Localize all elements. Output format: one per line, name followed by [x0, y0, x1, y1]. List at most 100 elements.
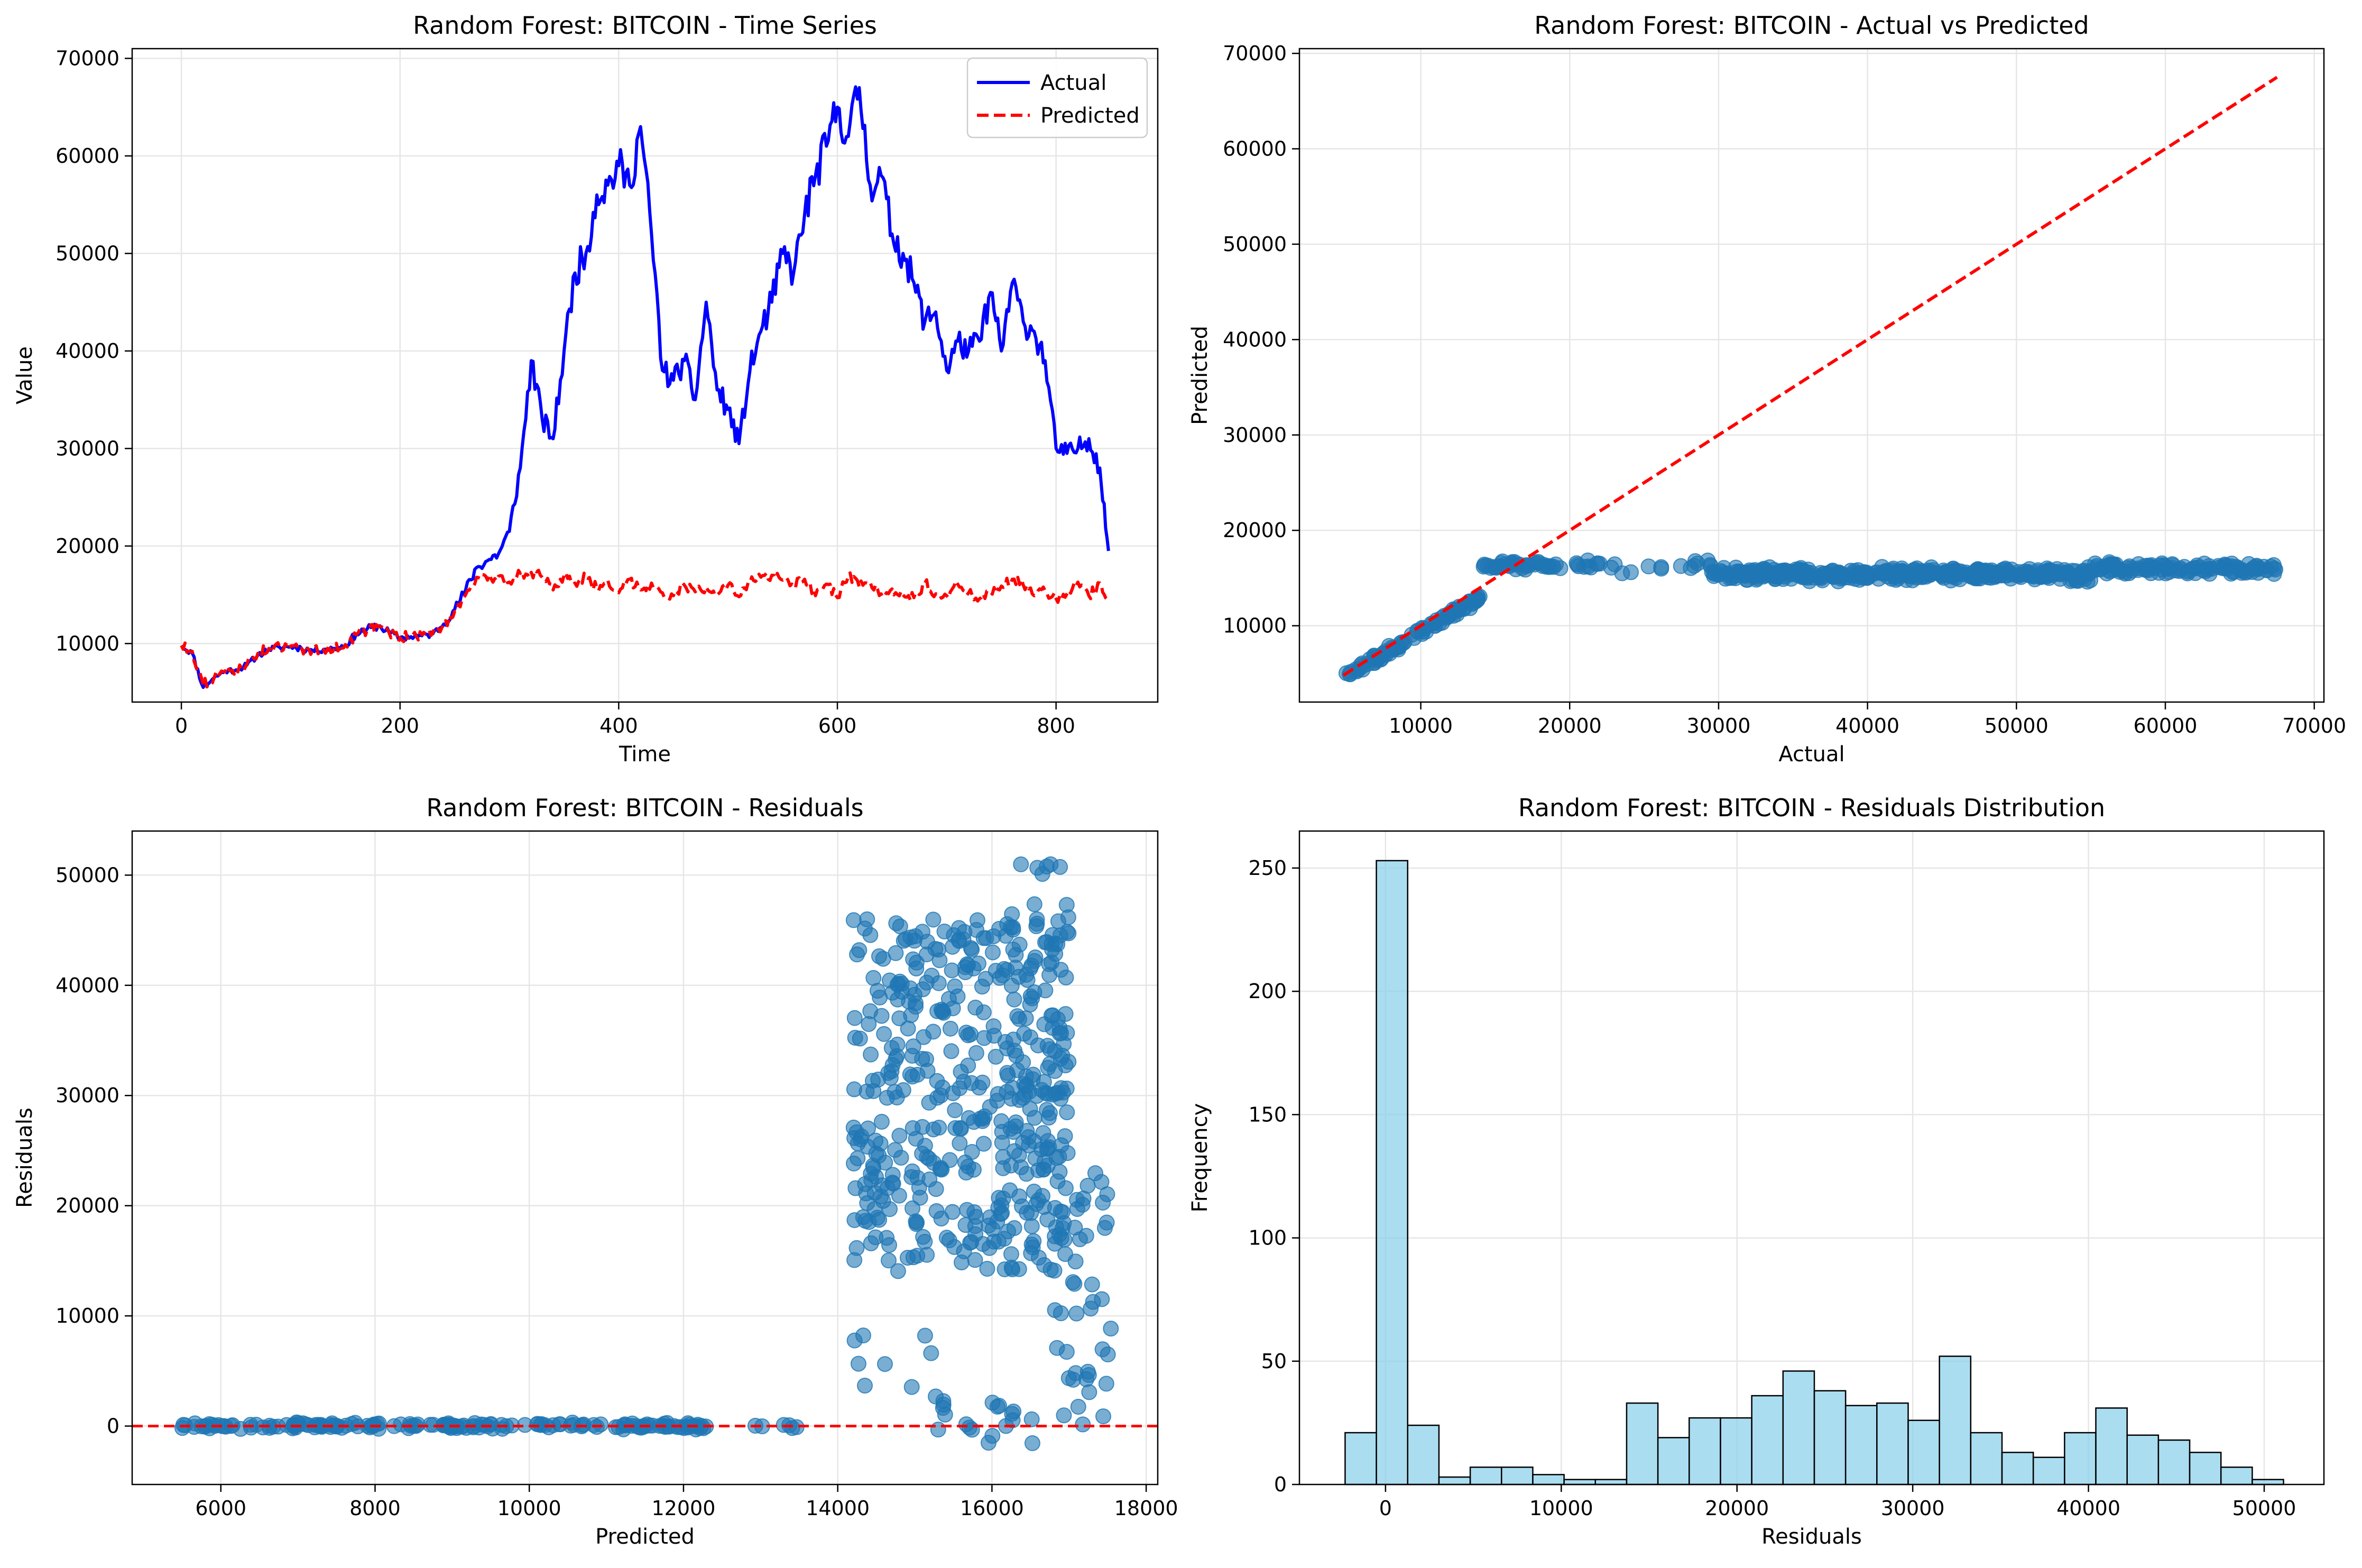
y-tick-label: 50000	[56, 242, 119, 265]
scatter-point	[975, 1136, 992, 1152]
scatter-point	[1824, 562, 1841, 579]
scatter-point	[908, 1130, 924, 1147]
scatter-point	[967, 999, 984, 1016]
scatter-point	[884, 1167, 901, 1183]
histogram-bar	[1563, 1479, 1597, 1486]
histogram-bar	[2220, 1466, 2253, 1486]
scatter-point	[846, 1212, 863, 1228]
x-tick-label: 50000	[2232, 1497, 2296, 1520]
residuals-panel: 6000 8000 10000 12000 14000 16000 18000 0 10000 2…	[13, 794, 1178, 1549]
scatter-point	[929, 1073, 945, 1089]
scatter-point	[1029, 911, 1045, 927]
scatter-point	[1059, 924, 1075, 940]
y-tick-label: 40000	[1223, 328, 1287, 351]
scatter-point	[925, 1023, 942, 1040]
histogram-bar	[1407, 1424, 1440, 1486]
scatter-point	[1068, 1305, 1085, 1322]
scatter-point	[1098, 1376, 1114, 1392]
scatter-point	[953, 1121, 969, 1137]
scatter-point	[1078, 1228, 1094, 1244]
scatter-point	[1008, 1047, 1025, 1064]
scatter-point	[984, 1427, 1001, 1444]
histogram-bar	[1532, 1474, 1565, 1486]
chart-title: Random Forest: BITCOIN - Residuals	[426, 794, 863, 822]
scatter-point	[955, 931, 972, 948]
scatter-point	[908, 954, 925, 971]
histogram-bar	[2252, 1479, 2284, 1486]
scatter-point	[2086, 562, 2102, 579]
scatter-point	[979, 1261, 995, 1277]
scatter-point	[1756, 561, 1773, 578]
scatter-point	[1742, 565, 1759, 581]
scatter-point	[1057, 1180, 1074, 1196]
histogram-bar	[1657, 1437, 1690, 1486]
y-tick-label: 200	[1248, 980, 1287, 1003]
scatter-point	[900, 1020, 916, 1037]
chart-title: Random Forest: BITCOIN - Time Series	[413, 11, 877, 40]
scatter-point	[1006, 1220, 1022, 1236]
scatter-point	[862, 927, 879, 943]
scatter-point	[952, 1135, 968, 1151]
scatter-point	[984, 1395, 1001, 1411]
scatter-point	[969, 912, 985, 928]
x-tick-label: 200	[381, 714, 419, 737]
scatter-point	[903, 1379, 920, 1395]
scatter-point	[1991, 567, 2007, 583]
scatter-point	[1103, 1321, 1119, 1337]
scatter-point	[943, 1043, 959, 1059]
scatter-point	[1491, 558, 1507, 575]
legend-label: Actual	[1040, 71, 1106, 95]
scatter-point	[856, 1377, 873, 1394]
scatter-point	[1026, 896, 1042, 912]
scatter-point	[1075, 1191, 1092, 1207]
scatter-point	[1094, 1341, 1111, 1358]
histogram-bar	[1438, 1476, 1471, 1486]
scatter-point	[915, 1229, 931, 1245]
scatter-point	[1013, 1198, 1030, 1214]
histogram-bar	[1844, 1405, 1878, 1486]
x-tick-label: 10000	[497, 1497, 561, 1520]
scatter-point	[966, 1204, 983, 1221]
scatter-point	[868, 1132, 884, 1149]
axes-frame	[1298, 48, 2325, 703]
scatter-point	[963, 1026, 979, 1043]
x-tick-label: 8000	[349, 1497, 401, 1520]
x-tick-label: 50000	[1985, 714, 2049, 737]
scatter-point	[1022, 1029, 1039, 1045]
scatter-point	[868, 1229, 884, 1246]
scatter-point	[859, 1083, 875, 1100]
scatter-point	[1075, 1416, 1091, 1433]
scatter-point	[957, 1217, 974, 1233]
scatter-point	[1003, 919, 1019, 935]
scatter-point	[1011, 936, 1028, 953]
scatter-point	[1855, 567, 1871, 584]
scatter-point	[942, 1152, 958, 1168]
legend-box	[966, 57, 1148, 139]
scatter-point	[1468, 593, 1484, 610]
scatter-point	[963, 1075, 980, 1091]
scatter-point	[1056, 1407, 1072, 1424]
x-axis-label: Time	[619, 742, 671, 767]
scatter-point	[995, 1160, 1011, 1176]
scatter-point	[850, 1355, 866, 1372]
scatter-point	[988, 1048, 1004, 1065]
scatter-point	[896, 933, 912, 949]
scatter-point	[863, 1046, 879, 1063]
chart-title: Random Forest: BITCOIN - Actual vs Predi…	[1534, 11, 2089, 40]
scatter-point	[1003, 1246, 1019, 1262]
histogram-bar	[1782, 1370, 1815, 1486]
scatter-point	[974, 979, 990, 995]
axes-frame	[131, 830, 1159, 1486]
histogram-bar	[1594, 1479, 1628, 1486]
y-tick-label: 100	[1248, 1226, 1287, 1250]
scatter-point	[1042, 1261, 1059, 1278]
scatter-point	[1052, 859, 1068, 875]
histogram-bar	[1689, 1417, 1721, 1486]
x-axis-label: Actual	[1778, 742, 1844, 767]
x-tick-label: 16000	[960, 1497, 1024, 1520]
scatter-point	[967, 1252, 983, 1268]
scatter-point	[1060, 909, 1076, 926]
scatter-point	[1081, 1384, 1097, 1400]
scatter-point	[964, 1422, 980, 1438]
scatter-point	[1025, 1071, 1041, 1087]
